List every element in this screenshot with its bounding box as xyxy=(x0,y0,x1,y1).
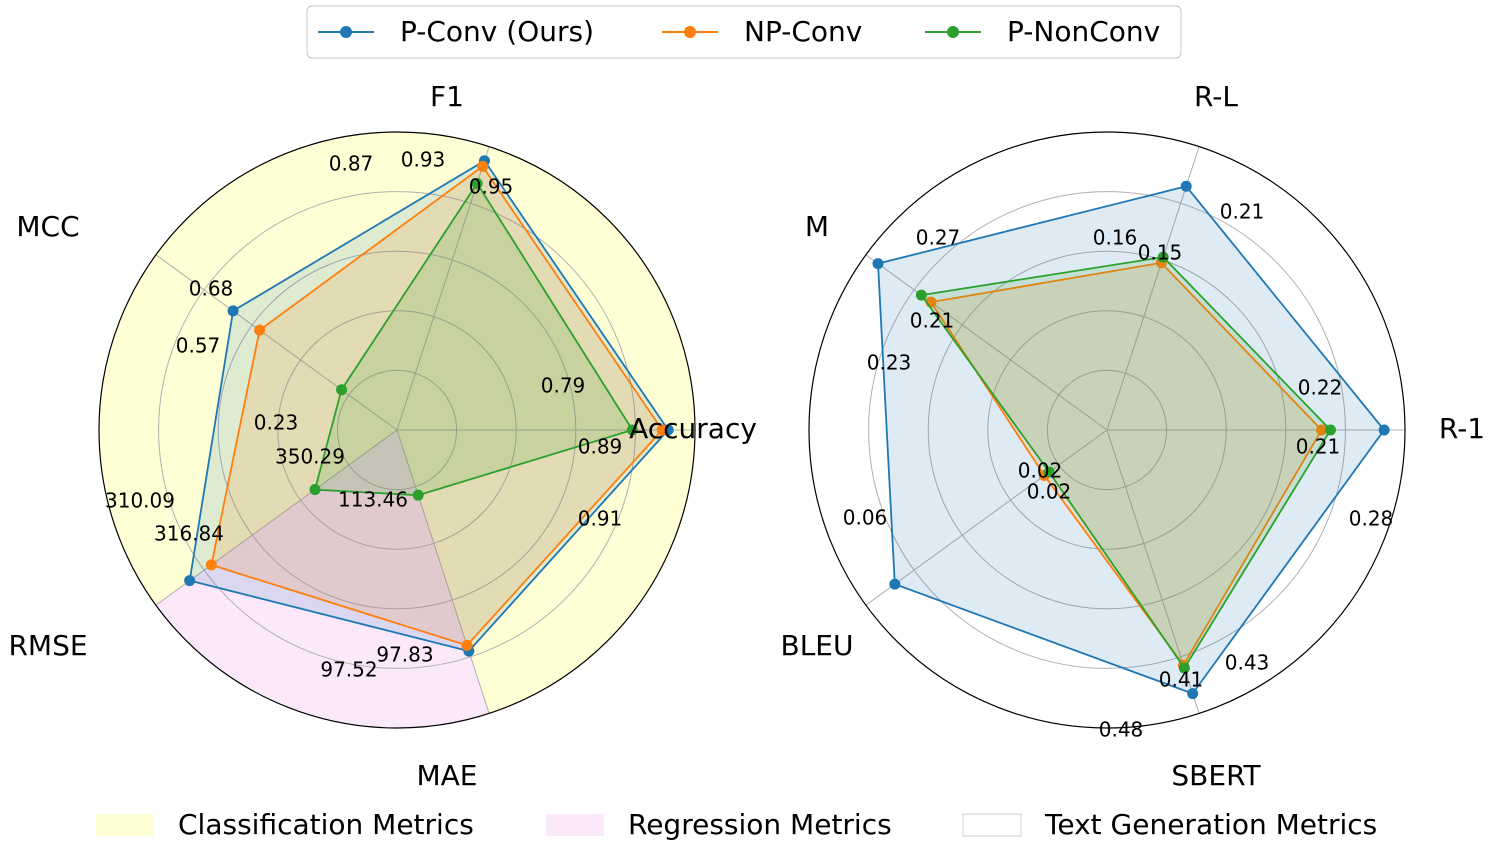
point-np-conv-r-1 xyxy=(1316,424,1328,436)
background-sector-regression-metrics xyxy=(155,430,490,729)
data-label-f1-p-nonconv: 0.87 xyxy=(329,152,374,176)
point-p-conv-ours-m xyxy=(872,258,884,270)
legend-label-p-nonconv: P-NonConv xyxy=(1007,15,1160,48)
axis-label-r-1: R-1 xyxy=(1439,412,1485,445)
data-label-accuracy-p-conv-ours: 0.91 xyxy=(578,507,623,531)
point-p-nonconv-mcc xyxy=(336,384,348,396)
axis-label-r-l: R-L xyxy=(1194,80,1238,113)
data-label-m-np-conv: 0.21 xyxy=(910,309,955,333)
axis-label-accuracy: Accuracy xyxy=(629,412,757,445)
spoke-mae xyxy=(396,429,490,714)
data-label-mcc-np-conv: 0.57 xyxy=(176,334,221,358)
point-p-conv-ours-bleu xyxy=(889,578,901,590)
legend-swatch-regression-metrics xyxy=(546,814,604,836)
outer-ring xyxy=(808,131,1406,729)
point-p-nonconv-r-1 xyxy=(1325,424,1336,436)
data-label-bleu-p-conv-ours: 0.06 xyxy=(843,506,888,530)
point-p-conv-ours-sbert xyxy=(1187,688,1199,700)
legend-marker-np-conv xyxy=(684,26,696,38)
data-label-r-1-np-conv: 0.21 xyxy=(1296,435,1341,459)
data-label-r-1-p-conv-ours: 0.28 xyxy=(1349,507,1394,531)
spoke-r-l xyxy=(1106,146,1200,431)
point-np-conv-accuracy xyxy=(656,424,668,436)
point-np-conv-f1 xyxy=(477,160,489,172)
data-label-accuracy-p-nonconv: 0.79 xyxy=(541,374,586,398)
data-label-sbert-p-nonconv: 0.43 xyxy=(1225,651,1270,675)
legend-label-p-conv-ours: P-Conv (Ours) xyxy=(400,15,594,48)
point-p-conv-ours-mcc xyxy=(227,305,239,317)
point-p-nonconv-sbert xyxy=(1178,662,1190,674)
legend-marker-p-nonconv xyxy=(947,26,959,38)
series-area-p-conv-ours xyxy=(877,185,1386,695)
data-label-mae-p-nonconv: 113.46 xyxy=(338,488,408,512)
data-label-mcc-p-conv-ours: 0.68 xyxy=(189,277,234,301)
legend-swatch-classification-metrics xyxy=(96,814,154,836)
category-legend: Classification Metrics Regression Metrics… xyxy=(96,808,1377,841)
data-label-f1-p-conv-ours: 0.95 xyxy=(469,175,514,199)
series-area-np-conv xyxy=(210,165,664,647)
spoke-m xyxy=(865,254,1108,431)
data-label-m-p-nonconv: 0.23 xyxy=(867,351,912,375)
data-label-r-l-p-conv-ours: 0.21 xyxy=(1220,200,1265,224)
legend-swatch-text-generation-metrics xyxy=(962,813,1022,837)
legend-marker-p-conv-ours xyxy=(340,26,352,38)
data-label-m-p-conv-ours: 0.27 xyxy=(916,226,961,250)
series-legend-frame xyxy=(306,5,1182,59)
legend-label-regression-metrics: Regression Metrics xyxy=(628,808,892,841)
point-p-conv-ours-r-l xyxy=(1180,180,1192,192)
point-p-nonconv-rmse xyxy=(309,484,321,496)
data-label-sbert-np-conv: 0.41 xyxy=(1159,668,1204,692)
spoke-bleu xyxy=(865,429,1108,606)
axis-label-mcc: MCC xyxy=(16,210,79,243)
data-label-sbert-p-conv-ours: 0.48 xyxy=(1099,718,1144,742)
legend-label-text-generation-metrics: Text Generation Metrics xyxy=(1044,808,1377,841)
data-label-bleu-p-nonconv: 0.02 xyxy=(1018,459,1063,483)
data-label-accuracy-np-conv: 0.89 xyxy=(578,435,623,459)
axis-label-rmse: RMSE xyxy=(8,629,87,662)
radar-chart-1: Accuracy F1 MCC RMSE MAE 0.91 0.89 0.79 0.95 0.93… xyxy=(8,80,756,792)
data-label-r-l-p-nonconv: 0.16 xyxy=(1093,226,1138,250)
axis-label-sbert: SBERT xyxy=(1171,759,1261,792)
point-p-conv-ours-r-1 xyxy=(1378,424,1390,436)
series-area-np-conv xyxy=(929,261,1323,667)
series-area-p-conv-ours xyxy=(188,159,670,653)
outer-ring xyxy=(98,131,696,729)
data-label-r-l-np-conv: 0.15 xyxy=(1138,241,1183,265)
point-p-nonconv-bleu xyxy=(1043,466,1055,478)
data-label-rmse-np-conv: 316.84 xyxy=(154,522,224,546)
spoke-rmse xyxy=(155,429,398,606)
data-label-f1-np-conv: 0.93 xyxy=(401,148,446,172)
point-p-conv-ours-rmse xyxy=(184,575,196,587)
radar-chart-2: R-1 R-L M BLEU SBERT 0.28 0.21 0.22 0.21 0.150.16… xyxy=(781,80,1486,792)
point-np-conv-rmse xyxy=(205,559,217,571)
data-label-mae-np-conv: 97.83 xyxy=(376,643,433,667)
axis-label-f1: F1 xyxy=(430,80,464,113)
point-p-nonconv-accuracy xyxy=(626,424,638,436)
axis-label-m: M xyxy=(805,210,829,243)
data-label-mcc-p-nonconv: 0.23 xyxy=(254,411,299,435)
series-legend: P-Conv (Ours) NP-Conv P-NonConv xyxy=(306,5,1182,59)
data-label-mae-p-conv-ours: 97.52 xyxy=(320,658,377,682)
legend-label-classification-metrics: Classification Metrics xyxy=(178,808,474,841)
axis-label-bleu: BLEU xyxy=(781,629,854,662)
point-p-nonconv-m xyxy=(915,289,927,301)
background-sector-classification-metrics xyxy=(99,132,696,714)
point-p-nonconv-mae xyxy=(412,489,424,501)
point-p-nonconv-f1 xyxy=(471,177,483,189)
point-np-conv-mae xyxy=(461,639,473,651)
axis-label-mae: MAE xyxy=(416,759,477,792)
spoke-f1 xyxy=(396,146,490,431)
point-p-nonconv-r-l xyxy=(1157,251,1169,263)
data-label-bleu-np-conv: 0.02 xyxy=(1027,480,1072,504)
spoke-mcc xyxy=(155,254,398,431)
data-label-r-1-p-nonconv: 0.22 xyxy=(1298,376,1343,400)
data-label-rmse-p-nonconv: 350.29 xyxy=(275,445,345,469)
point-np-conv-mcc xyxy=(254,324,266,336)
data-label-rmse-p-conv-ours: 310.09 xyxy=(105,489,175,513)
series-area-p-nonconv xyxy=(313,181,634,497)
series-area-p-nonconv xyxy=(919,256,1332,670)
legend-label-np-conv: NP-Conv xyxy=(744,15,862,48)
